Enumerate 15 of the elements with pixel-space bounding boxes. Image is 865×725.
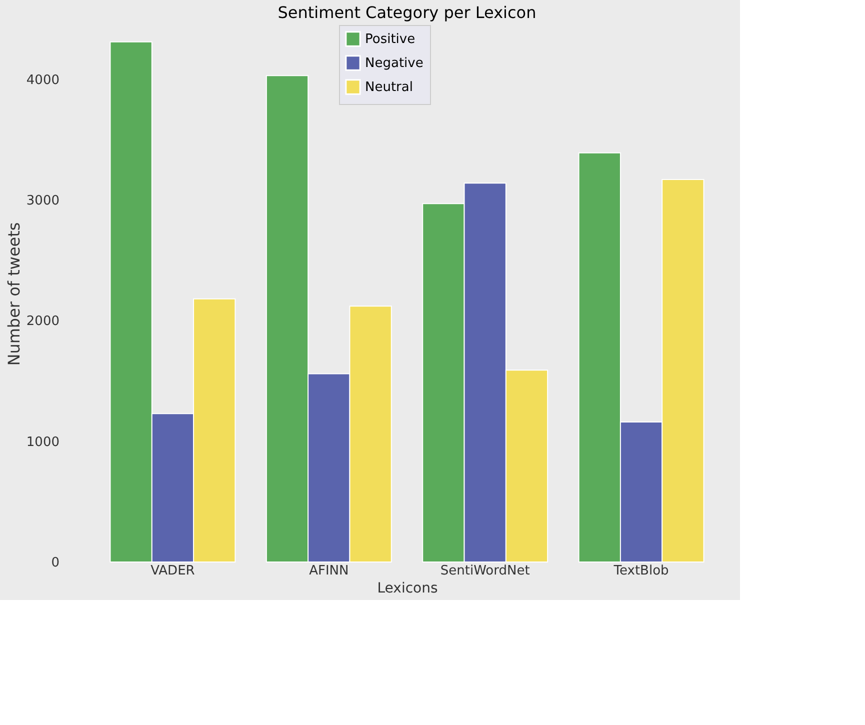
y-axis-title: Number of tweets [4,222,24,366]
x-tick-label: TextBlob [612,564,669,578]
x-tick-label: SentiWordNet [440,564,530,578]
legend-label: Neutral [365,80,413,95]
x-tick-label: AFINN [309,564,349,578]
chart-title: Sentiment Category per Lexicon [278,3,536,22]
legend-label: Positive [365,32,416,47]
x-tick-label: VADER [150,564,195,578]
legend-label: Negative [365,56,424,71]
y-tick-label: 4000 [26,72,60,88]
y-tick-label: 0 [51,556,60,570]
y-tick-label: 2000 [26,314,60,330]
x-axis-title: Lexicons [377,580,438,596]
y-tick-label: 3000 [26,193,60,208]
y-tick-label: 1000 [26,434,60,450]
